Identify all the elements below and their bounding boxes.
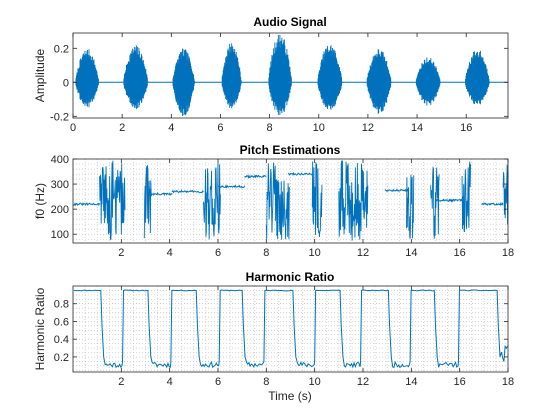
pitch-ylabel: f0 (Hz) xyxy=(33,183,47,219)
y-tick-label: 0.6 xyxy=(54,316,69,328)
x-tick-label: 8 xyxy=(263,247,269,259)
x-tick-label: 8 xyxy=(263,376,269,388)
audio-axes: 0 2 4 6 8 10 12 14 16-0.200.2 xyxy=(50,32,509,134)
audio-burst xyxy=(366,49,392,114)
harmonic-ratio-line xyxy=(73,289,508,369)
y-tick-label: 0.2 xyxy=(54,352,69,364)
y-tick-label: 0.8 xyxy=(54,299,69,311)
y-tick-label: 100 xyxy=(51,229,69,241)
x-tick-label: 14 xyxy=(405,247,417,259)
pitch-noisy-segment xyxy=(338,160,369,241)
x-tick-label: 18 xyxy=(502,247,514,259)
harmonic-axes: 2 4 6 8 10 12 14 16 18 0.2 0.4 0.6 0.8 xyxy=(54,285,514,388)
x-tick-label: 4 xyxy=(167,247,173,259)
y-tick-label: 0.4 xyxy=(54,334,69,346)
audio-burst xyxy=(465,50,490,105)
y-tick-label: -0.2 xyxy=(50,111,69,123)
pitch-noisy-segment xyxy=(143,165,152,239)
audio-burst xyxy=(172,48,195,116)
pitch-steady-segment xyxy=(147,192,173,197)
pitch-noisy-segment xyxy=(99,160,126,241)
audio-burst xyxy=(221,43,242,109)
audio-burst xyxy=(75,49,99,108)
x-tick-label: 10 xyxy=(309,247,321,259)
x-tick-label: 10 xyxy=(313,122,325,134)
x-tick-label: 6 xyxy=(217,122,223,134)
x-tick-label: 16 xyxy=(460,122,472,134)
pitch-noisy-segment xyxy=(406,174,415,239)
pitch-steady-segment xyxy=(171,189,204,194)
axes-box xyxy=(72,158,509,244)
x-tick-label: 14 xyxy=(411,122,423,134)
x-tick-label: 2 xyxy=(119,122,125,134)
x-tick-label: 4 xyxy=(168,122,174,134)
pitch-steady-segment xyxy=(72,202,101,207)
x-tick-label: 12 xyxy=(357,247,369,259)
y-tick-label: 300 xyxy=(51,179,69,191)
pitch-steady-segment xyxy=(435,198,463,203)
x-tick-label: 4 xyxy=(167,376,173,388)
harmonic-ylabel: Harmonic Ratio xyxy=(33,287,47,370)
harmonic-xlabel: Time (s) xyxy=(268,389,312,403)
pitch-noisy-segment xyxy=(265,162,290,240)
y-tick-label: 0 xyxy=(63,77,69,89)
audio-burst xyxy=(415,57,441,106)
x-tick-label: 12 xyxy=(362,122,374,134)
pitch-noisy-segment xyxy=(502,164,509,225)
x-tick-label: 18 xyxy=(502,376,514,388)
audio-burst xyxy=(317,45,343,110)
x-tick-label: 6 xyxy=(215,247,221,259)
pitch-estimations-panel: 2 4 6 8 10 12 14 16 18 100 200 300 400 Pitch Estimat… xyxy=(33,143,514,259)
audio-signal-plot xyxy=(73,34,508,116)
y-tick-label: 200 xyxy=(51,204,69,216)
x-tick-label: 0 xyxy=(70,122,76,134)
pitch-noisy-segment xyxy=(203,162,221,240)
axes-box xyxy=(72,285,509,373)
pitch-steady-segment xyxy=(244,173,267,180)
y-tick-label: 400 xyxy=(51,154,69,166)
y-tick-label: 0.2 xyxy=(54,43,69,55)
x-tick-label: 6 xyxy=(215,376,221,388)
x-tick-label: 8 xyxy=(267,122,273,134)
x-tick-label: 12 xyxy=(357,376,369,388)
harmonic-plot xyxy=(73,289,508,369)
audio-burst xyxy=(268,34,292,115)
x-tick-label: 16 xyxy=(454,376,466,388)
pitch-steady-segment xyxy=(217,184,246,189)
pitch-noisy-segment xyxy=(311,161,323,237)
audio-signal-panel: 0 2 4 6 8 10 12 14 16-0.200.2 Audio Signal Ampli… xyxy=(33,15,509,134)
harmonic-ratio-panel: 2 4 6 8 10 12 14 16 18 0.2 0.4 0.6 0.8 Harmonic Rati… xyxy=(33,270,514,403)
pitch-steady-segment xyxy=(481,201,504,206)
x-tick-label: 10 xyxy=(309,376,321,388)
axes-box xyxy=(72,32,509,119)
x-tick-label: 2 xyxy=(118,247,124,259)
x-tick-label: 14 xyxy=(405,376,417,388)
pitch-plot xyxy=(72,160,509,241)
x-tick-label: 2 xyxy=(118,376,124,388)
pitch-steady-segment xyxy=(384,188,410,193)
harmonic-title: Harmonic Ratio xyxy=(246,270,335,284)
pitch-axes: 2 4 6 8 10 12 14 16 18 100 200 300 400 xyxy=(51,154,514,259)
pitch-noisy-segment xyxy=(430,166,440,239)
audio-burst xyxy=(123,45,149,110)
x-tick-label: 16 xyxy=(454,247,466,259)
audio-title: Audio Signal xyxy=(253,15,326,29)
audio-ylabel: Amplitude xyxy=(33,49,47,103)
pitch-noisy-segment xyxy=(461,161,471,233)
pitch-title: Pitch Estimations xyxy=(240,143,341,157)
pitch-steady-segment xyxy=(287,171,313,176)
